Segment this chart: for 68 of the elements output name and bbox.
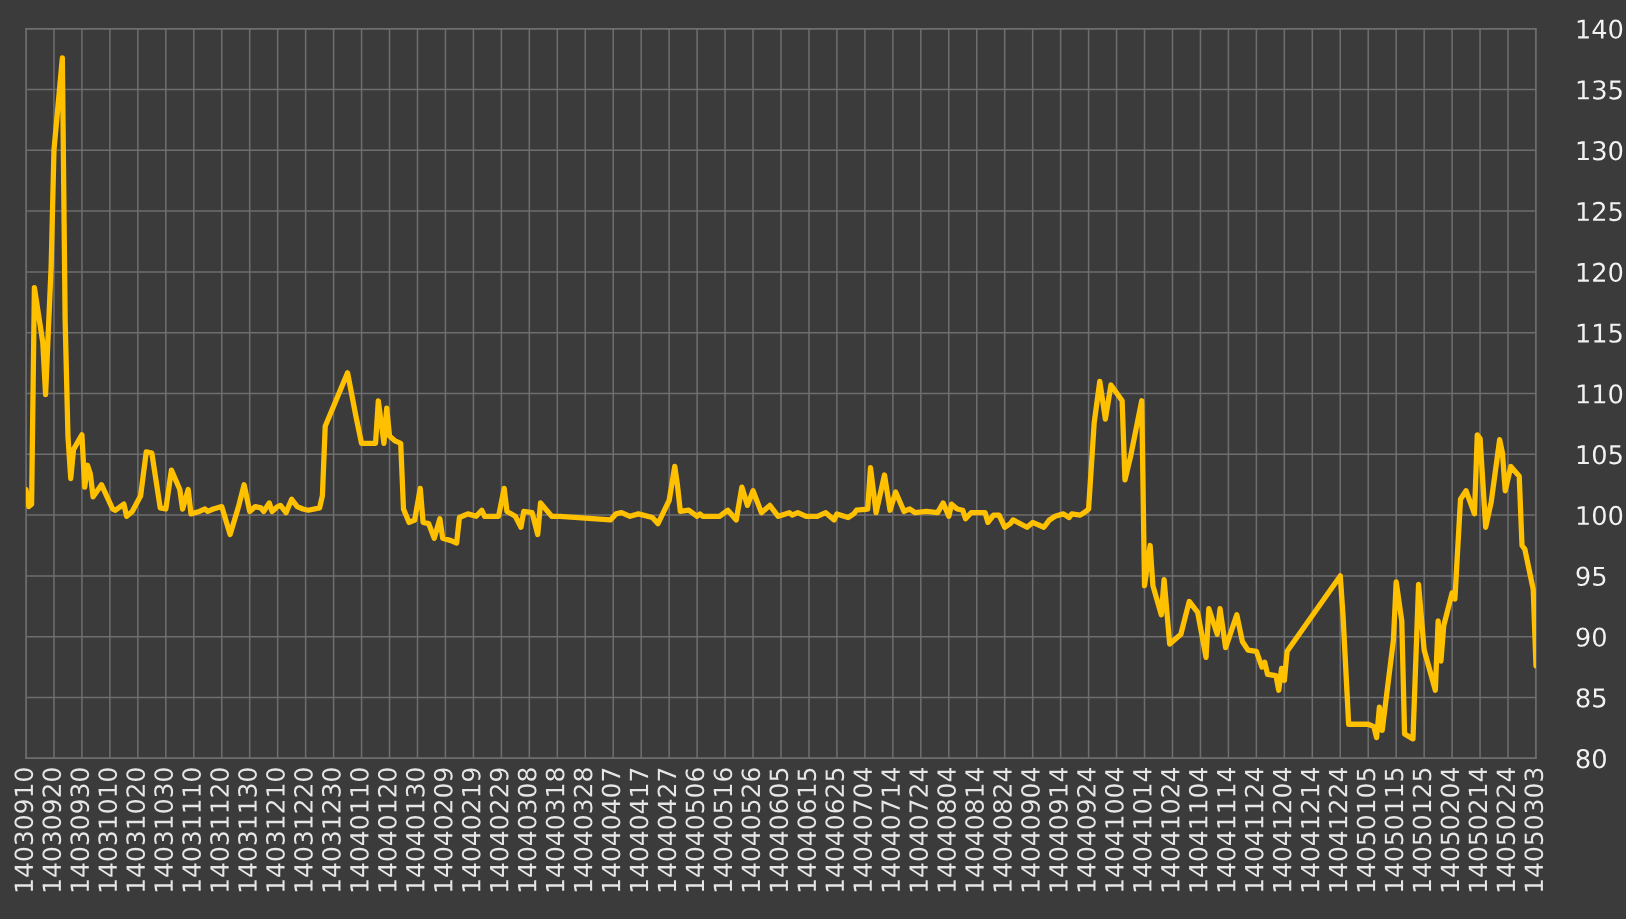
x-tick-label: 14031120 bbox=[210, 768, 229, 892]
x-tick-label: 14030910 bbox=[14, 768, 34, 892]
y-tick-label: 115 bbox=[1577, 323, 1622, 343]
x-tick-label: 14040814 bbox=[965, 768, 984, 892]
x-tick-label: 14040130 bbox=[405, 768, 425, 892]
x-tick-label: 14040209 bbox=[433, 768, 453, 892]
x-tick-label: 14031010 bbox=[98, 768, 118, 892]
x-tick-label: 14040516 bbox=[713, 768, 733, 892]
x-tick-label: 14041114 bbox=[1216, 768, 1236, 892]
x-tick-label: 14040120 bbox=[377, 768, 397, 892]
x-tick-label: 14041014 bbox=[1132, 768, 1152, 892]
x-tick-label: 14050125 bbox=[1412, 768, 1432, 892]
x-tick-label: 14031130 bbox=[238, 768, 257, 892]
x-tick-label: 14031110 bbox=[182, 768, 202, 892]
y-tick-label: 100 bbox=[1577, 505, 1623, 526]
x-tick-label: 14041124 bbox=[1244, 768, 1264, 892]
x-tick-label: 14040506 bbox=[685, 768, 705, 892]
x-tick-label: 14040427 bbox=[657, 768, 677, 892]
x-tick-label: 14041024 bbox=[1160, 768, 1180, 892]
y-tick-label: 95 bbox=[1576, 566, 1606, 587]
x-tick-label: 14030920 bbox=[42, 768, 62, 892]
x-tick-label: 14040110 bbox=[349, 768, 369, 892]
y-tick-label: 85 bbox=[1576, 688, 1606, 708]
x-tick-label: 14031020 bbox=[126, 768, 146, 892]
x-tick-label: 14040924 bbox=[1076, 768, 1096, 892]
x-tick-label: 14040824 bbox=[993, 768, 1012, 892]
y-tick-label: 135 bbox=[1577, 80, 1622, 100]
x-tick-label: 14040318 bbox=[545, 768, 565, 892]
x-tick-label: 14040526 bbox=[741, 768, 761, 892]
x-tick-label: 14041104 bbox=[1188, 768, 1208, 892]
x-tick-label: 14040615 bbox=[797, 768, 817, 892]
x-tick-label: 14050115 bbox=[1384, 768, 1404, 892]
x-tick-label: 14040407 bbox=[601, 768, 621, 892]
x-tick-label: 14040417 bbox=[629, 768, 649, 892]
y-tick-label: 80 bbox=[1576, 748, 1606, 769]
x-tick-label: 14041204 bbox=[1272, 768, 1292, 892]
y-tick-label: 90 bbox=[1576, 627, 1606, 647]
x-tick-label: 14050224 bbox=[1496, 768, 1516, 892]
x-tick-label: 14031210 bbox=[266, 768, 285, 892]
x-tick-label: 14040704 bbox=[853, 768, 873, 892]
x-tick-label: 14040914 bbox=[1048, 768, 1068, 892]
x-tick-label: 14040625 bbox=[825, 768, 845, 892]
x-tick-label: 14041004 bbox=[1104, 768, 1124, 892]
x-tick-label: 14040219 bbox=[461, 768, 481, 892]
x-tick-label: 14031220 bbox=[293, 768, 313, 892]
x-tick-label: 14050204 bbox=[1440, 768, 1460, 892]
x-tick-label: 14040724 bbox=[909, 768, 929, 892]
y-tick-label: 105 bbox=[1577, 444, 1622, 465]
y-tick-label: 120 bbox=[1577, 262, 1623, 283]
x-tick-label: 14041214 bbox=[1300, 768, 1320, 892]
x-tick-label: 14040328 bbox=[573, 768, 593, 892]
y-tick-label: 110 bbox=[1577, 384, 1623, 404]
x-tick-label: 14041224 bbox=[1328, 768, 1348, 892]
x-tick-label: 14030930 bbox=[70, 768, 90, 892]
x-tick-label: 14040229 bbox=[489, 768, 509, 892]
x-tick-label: 14040804 bbox=[937, 768, 957, 892]
y-tick-label: 140 bbox=[1577, 19, 1623, 39]
x-tick-label: 14050303 bbox=[1524, 768, 1544, 892]
x-tick-label: 14031230 bbox=[321, 768, 341, 892]
x-tick-label: 14040308 bbox=[517, 768, 537, 892]
x-tick-label: 14040605 bbox=[769, 768, 789, 892]
x-tick-label: 14040904 bbox=[1021, 768, 1040, 892]
x-tick-label: 14050214 bbox=[1468, 768, 1488, 892]
x-tick-label: 14050105 bbox=[1356, 768, 1376, 892]
y-tick-label: 130 bbox=[1577, 140, 1623, 161]
x-tick-label: 14031030 bbox=[154, 768, 174, 892]
x-tick-label: 14040714 bbox=[881, 768, 901, 892]
y-tick-label: 125 bbox=[1577, 201, 1622, 222]
